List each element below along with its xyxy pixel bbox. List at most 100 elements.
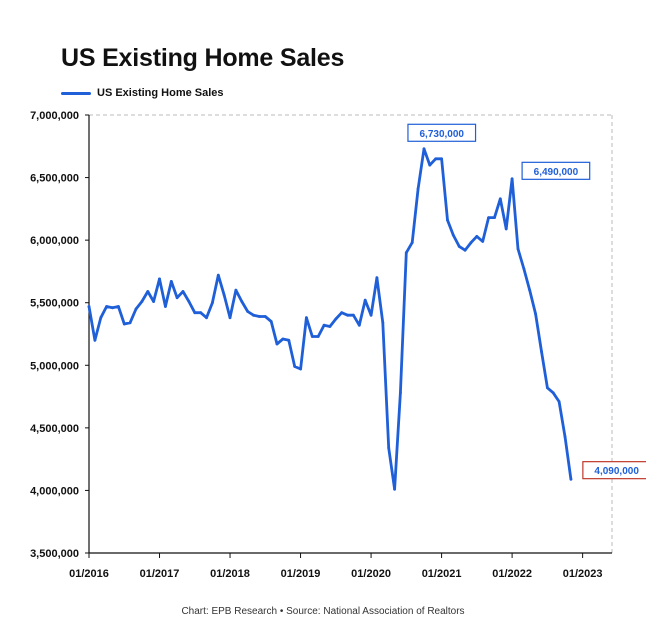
y-tick-label: 4,000,000 bbox=[30, 485, 79, 497]
data-label-box bbox=[407, 123, 477, 142]
data-point bbox=[528, 288, 532, 292]
data-label: 4,090,000 bbox=[594, 466, 639, 477]
data-point bbox=[269, 320, 273, 323]
data-point bbox=[240, 300, 244, 303]
data-point bbox=[87, 305, 91, 308]
data-point bbox=[287, 338, 291, 342]
data-point bbox=[146, 290, 150, 293]
source-text: Source: National Association of Realtors bbox=[286, 606, 465, 617]
data-point bbox=[352, 313, 355, 317]
legend-label: US Existing Home Sales bbox=[97, 87, 224, 99]
data-point bbox=[263, 315, 267, 318]
data-point bbox=[211, 301, 214, 305]
x-axis-ticks: 01/2016 01/2017 01/2018 01/2019 01/2020 01/20… bbox=[69, 553, 603, 580]
data-point bbox=[234, 288, 238, 292]
y-tick-label: 5,000,000 bbox=[30, 360, 79, 372]
data-point bbox=[546, 386, 549, 390]
data-point bbox=[387, 446, 391, 450]
data-point bbox=[334, 317, 338, 321]
data-point bbox=[158, 277, 161, 281]
data-point bbox=[551, 391, 555, 395]
data-point bbox=[557, 400, 561, 403]
data-point bbox=[369, 313, 373, 317]
data-point bbox=[293, 365, 297, 368]
data-point bbox=[228, 316, 232, 320]
data-point bbox=[169, 280, 173, 283]
data-point bbox=[404, 251, 408, 255]
data-point bbox=[340, 311, 344, 315]
data-point bbox=[152, 300, 156, 303]
data-point bbox=[105, 305, 108, 308]
data-label: 6,730,000 bbox=[420, 129, 465, 140]
data-point bbox=[252, 313, 255, 317]
data-point bbox=[128, 321, 132, 325]
data-point bbox=[305, 316, 308, 320]
y-tick-label: 4,500,000 bbox=[30, 423, 79, 435]
data-point bbox=[205, 316, 208, 320]
data-point bbox=[187, 300, 191, 303]
data-point bbox=[246, 310, 250, 313]
data-point bbox=[117, 305, 120, 308]
data-point bbox=[534, 312, 537, 316]
chart-source: Chart: EPB Research • Source: National A… bbox=[0, 606, 646, 617]
x-tick-label: 01/2016 bbox=[69, 568, 109, 580]
data-point bbox=[299, 367, 302, 371]
data-point bbox=[363, 298, 367, 302]
data-point bbox=[422, 147, 426, 151]
data-point bbox=[487, 216, 490, 220]
y-tick-label: 5,500,000 bbox=[30, 298, 79, 310]
data-point bbox=[140, 300, 144, 303]
data-point bbox=[434, 157, 438, 161]
series-layer bbox=[87, 147, 573, 491]
data-point bbox=[93, 338, 97, 342]
data-point bbox=[440, 157, 443, 161]
data-point bbox=[510, 177, 514, 181]
data-point bbox=[469, 241, 473, 245]
data-point bbox=[134, 307, 138, 311]
data-point bbox=[346, 313, 349, 317]
data-point bbox=[451, 233, 455, 237]
data-point bbox=[181, 290, 185, 293]
x-tick-label: 01/2022 bbox=[492, 568, 532, 580]
data-point bbox=[99, 316, 103, 320]
data-label-box bbox=[582, 461, 646, 480]
data-point bbox=[498, 197, 502, 201]
data-label-box bbox=[521, 161, 591, 180]
data-point bbox=[416, 187, 420, 191]
y-tick-label: 3,500,000 bbox=[30, 548, 79, 560]
data-point bbox=[457, 245, 461, 248]
y-axis-ticks: 3,500,000 4,000,000 4,500,000 5,000,000 5,50… bbox=[30, 110, 89, 560]
data-point bbox=[216, 273, 220, 277]
x-tick-label: 01/2021 bbox=[422, 568, 462, 580]
data-point bbox=[199, 311, 203, 315]
chart-title: US Existing Home Sales bbox=[61, 44, 345, 72]
credit-text: Chart: EPB Research bbox=[181, 606, 278, 617]
data-point bbox=[463, 248, 467, 252]
data-point bbox=[446, 218, 449, 222]
annotation-layer: 6,730,000 6,490,000 4,090,000 bbox=[407, 123, 646, 480]
data-point bbox=[393, 487, 396, 491]
separator-dot: • bbox=[279, 606, 284, 617]
data-point bbox=[475, 235, 479, 238]
data-point bbox=[569, 477, 573, 481]
data-point bbox=[563, 435, 567, 438]
data-point bbox=[281, 337, 285, 341]
y-tick-label: 6,500,000 bbox=[30, 173, 79, 185]
data-point bbox=[222, 293, 226, 297]
x-tick-label: 01/2023 bbox=[563, 568, 603, 580]
data-point bbox=[164, 305, 167, 308]
data-point bbox=[322, 323, 326, 327]
x-tick-label: 01/2018 bbox=[210, 568, 250, 580]
data-point bbox=[258, 315, 261, 318]
data-point bbox=[375, 276, 379, 280]
data-point bbox=[111, 306, 114, 310]
data-label: 6,490,000 bbox=[534, 167, 579, 178]
x-tick-label: 01/2020 bbox=[351, 568, 391, 580]
data-point bbox=[504, 227, 508, 231]
data-point bbox=[310, 335, 314, 338]
data-point bbox=[522, 267, 526, 271]
y-tick-label: 6,000,000 bbox=[30, 235, 79, 247]
data-point bbox=[399, 391, 402, 395]
y-tick-label: 7,000,000 bbox=[30, 110, 79, 122]
